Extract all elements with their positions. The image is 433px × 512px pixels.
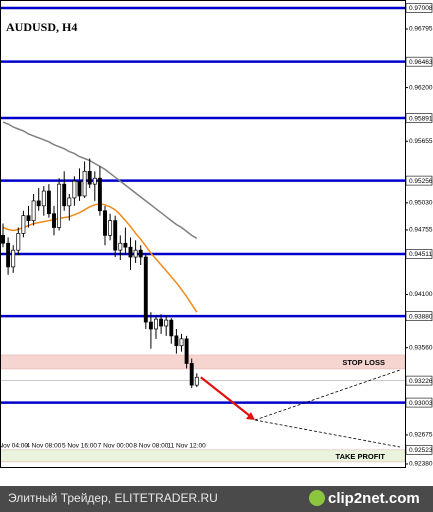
current-price-label: 0.93226 xyxy=(409,378,433,385)
candle-body xyxy=(154,318,158,330)
candle-body xyxy=(82,170,87,197)
candle-body xyxy=(97,177,102,212)
candle-body xyxy=(133,249,138,258)
forecast-arrow-head xyxy=(246,412,255,421)
candle-body xyxy=(11,249,16,268)
candle-body xyxy=(189,363,194,386)
y-tick-label: 0.92380 xyxy=(409,461,433,468)
candle-body xyxy=(123,242,128,248)
candle-body xyxy=(41,190,46,207)
candle-body xyxy=(169,319,174,337)
candle-body xyxy=(87,170,92,185)
level-label: 0.95891 xyxy=(409,115,433,122)
y-tick-label: 0.96200 xyxy=(409,84,433,91)
footer-bar xyxy=(0,486,433,512)
logo-icon xyxy=(309,490,325,506)
candle-body xyxy=(108,220,113,236)
candle-body xyxy=(174,335,179,347)
plot-frame xyxy=(0,0,406,468)
level-label: 0.96463 xyxy=(409,59,433,66)
level-label: 0.95256 xyxy=(409,178,433,185)
candle-body xyxy=(194,376,199,386)
candle-body xyxy=(159,318,164,327)
x-tick-label: 7 Nov 00:00 xyxy=(98,443,133,450)
level-label: 0.93880 xyxy=(409,313,433,320)
y-tick-label: 0.95655 xyxy=(409,138,433,145)
moving-average xyxy=(2,121,198,239)
candle-body xyxy=(143,256,148,323)
level-label: 0.94511 xyxy=(409,251,432,258)
candle-body xyxy=(113,220,118,251)
candle-body xyxy=(138,249,143,258)
candle-body xyxy=(67,197,72,207)
x-tick-label: 11 Nov 12:00 xyxy=(168,443,207,450)
candle-body xyxy=(164,319,169,327)
forecast-upper xyxy=(254,369,401,421)
y-tick-label: 0.96795 xyxy=(409,26,433,33)
candle-body xyxy=(62,183,67,207)
candle-body xyxy=(26,215,31,221)
candle-body xyxy=(92,177,97,185)
candle-body xyxy=(52,213,56,228)
level-label: 0.97008 xyxy=(409,5,433,12)
candle-body xyxy=(72,180,77,199)
candle-body xyxy=(6,242,11,268)
footer-right: clip2net.com xyxy=(328,490,420,507)
chart-title: AUDUSD, H4 xyxy=(6,20,77,34)
candle-body xyxy=(16,233,21,251)
x-tick-label: Nov 04:00 xyxy=(0,443,28,450)
candle-body xyxy=(31,200,36,221)
level-label: 0.93003 xyxy=(409,400,433,407)
candle-body xyxy=(179,338,184,347)
candle-body xyxy=(1,235,5,244)
take-profit-price-label: 0.92523 xyxy=(409,447,433,454)
take-profit-zone-label: TAKE PROFIT xyxy=(336,452,386,461)
candle-body xyxy=(21,215,26,234)
y-tick-label: 0.94100 xyxy=(409,291,433,298)
candle-body xyxy=(184,338,189,364)
y-tick-label: 0.93560 xyxy=(409,344,433,351)
candle-body xyxy=(77,180,82,197)
x-tick-label: 8 Nov 08:00 xyxy=(133,443,168,450)
footer-left: Элитный Трейдер, ELITETRADER.RU xyxy=(8,491,218,505)
forecast-arrow xyxy=(200,376,251,417)
candle-body xyxy=(36,200,41,207)
y-tick-label: 0.95030 xyxy=(409,200,433,207)
y-tick-label: 0.92675 xyxy=(409,432,433,439)
x-tick-label: 5 Nov 16:00 xyxy=(62,443,97,450)
candle-body xyxy=(118,242,123,251)
candle-body xyxy=(57,183,62,228)
candle-body xyxy=(148,321,153,330)
y-tick-label: 0.94755 xyxy=(409,227,433,234)
forecast-lower xyxy=(254,419,401,448)
candle-body xyxy=(46,190,51,215)
stop-loss-zone-label: STOP LOSS xyxy=(342,358,385,367)
candle-body xyxy=(103,210,107,236)
candle-body xyxy=(128,246,133,258)
x-tick-label: 4 Nov 08:00 xyxy=(26,443,61,450)
